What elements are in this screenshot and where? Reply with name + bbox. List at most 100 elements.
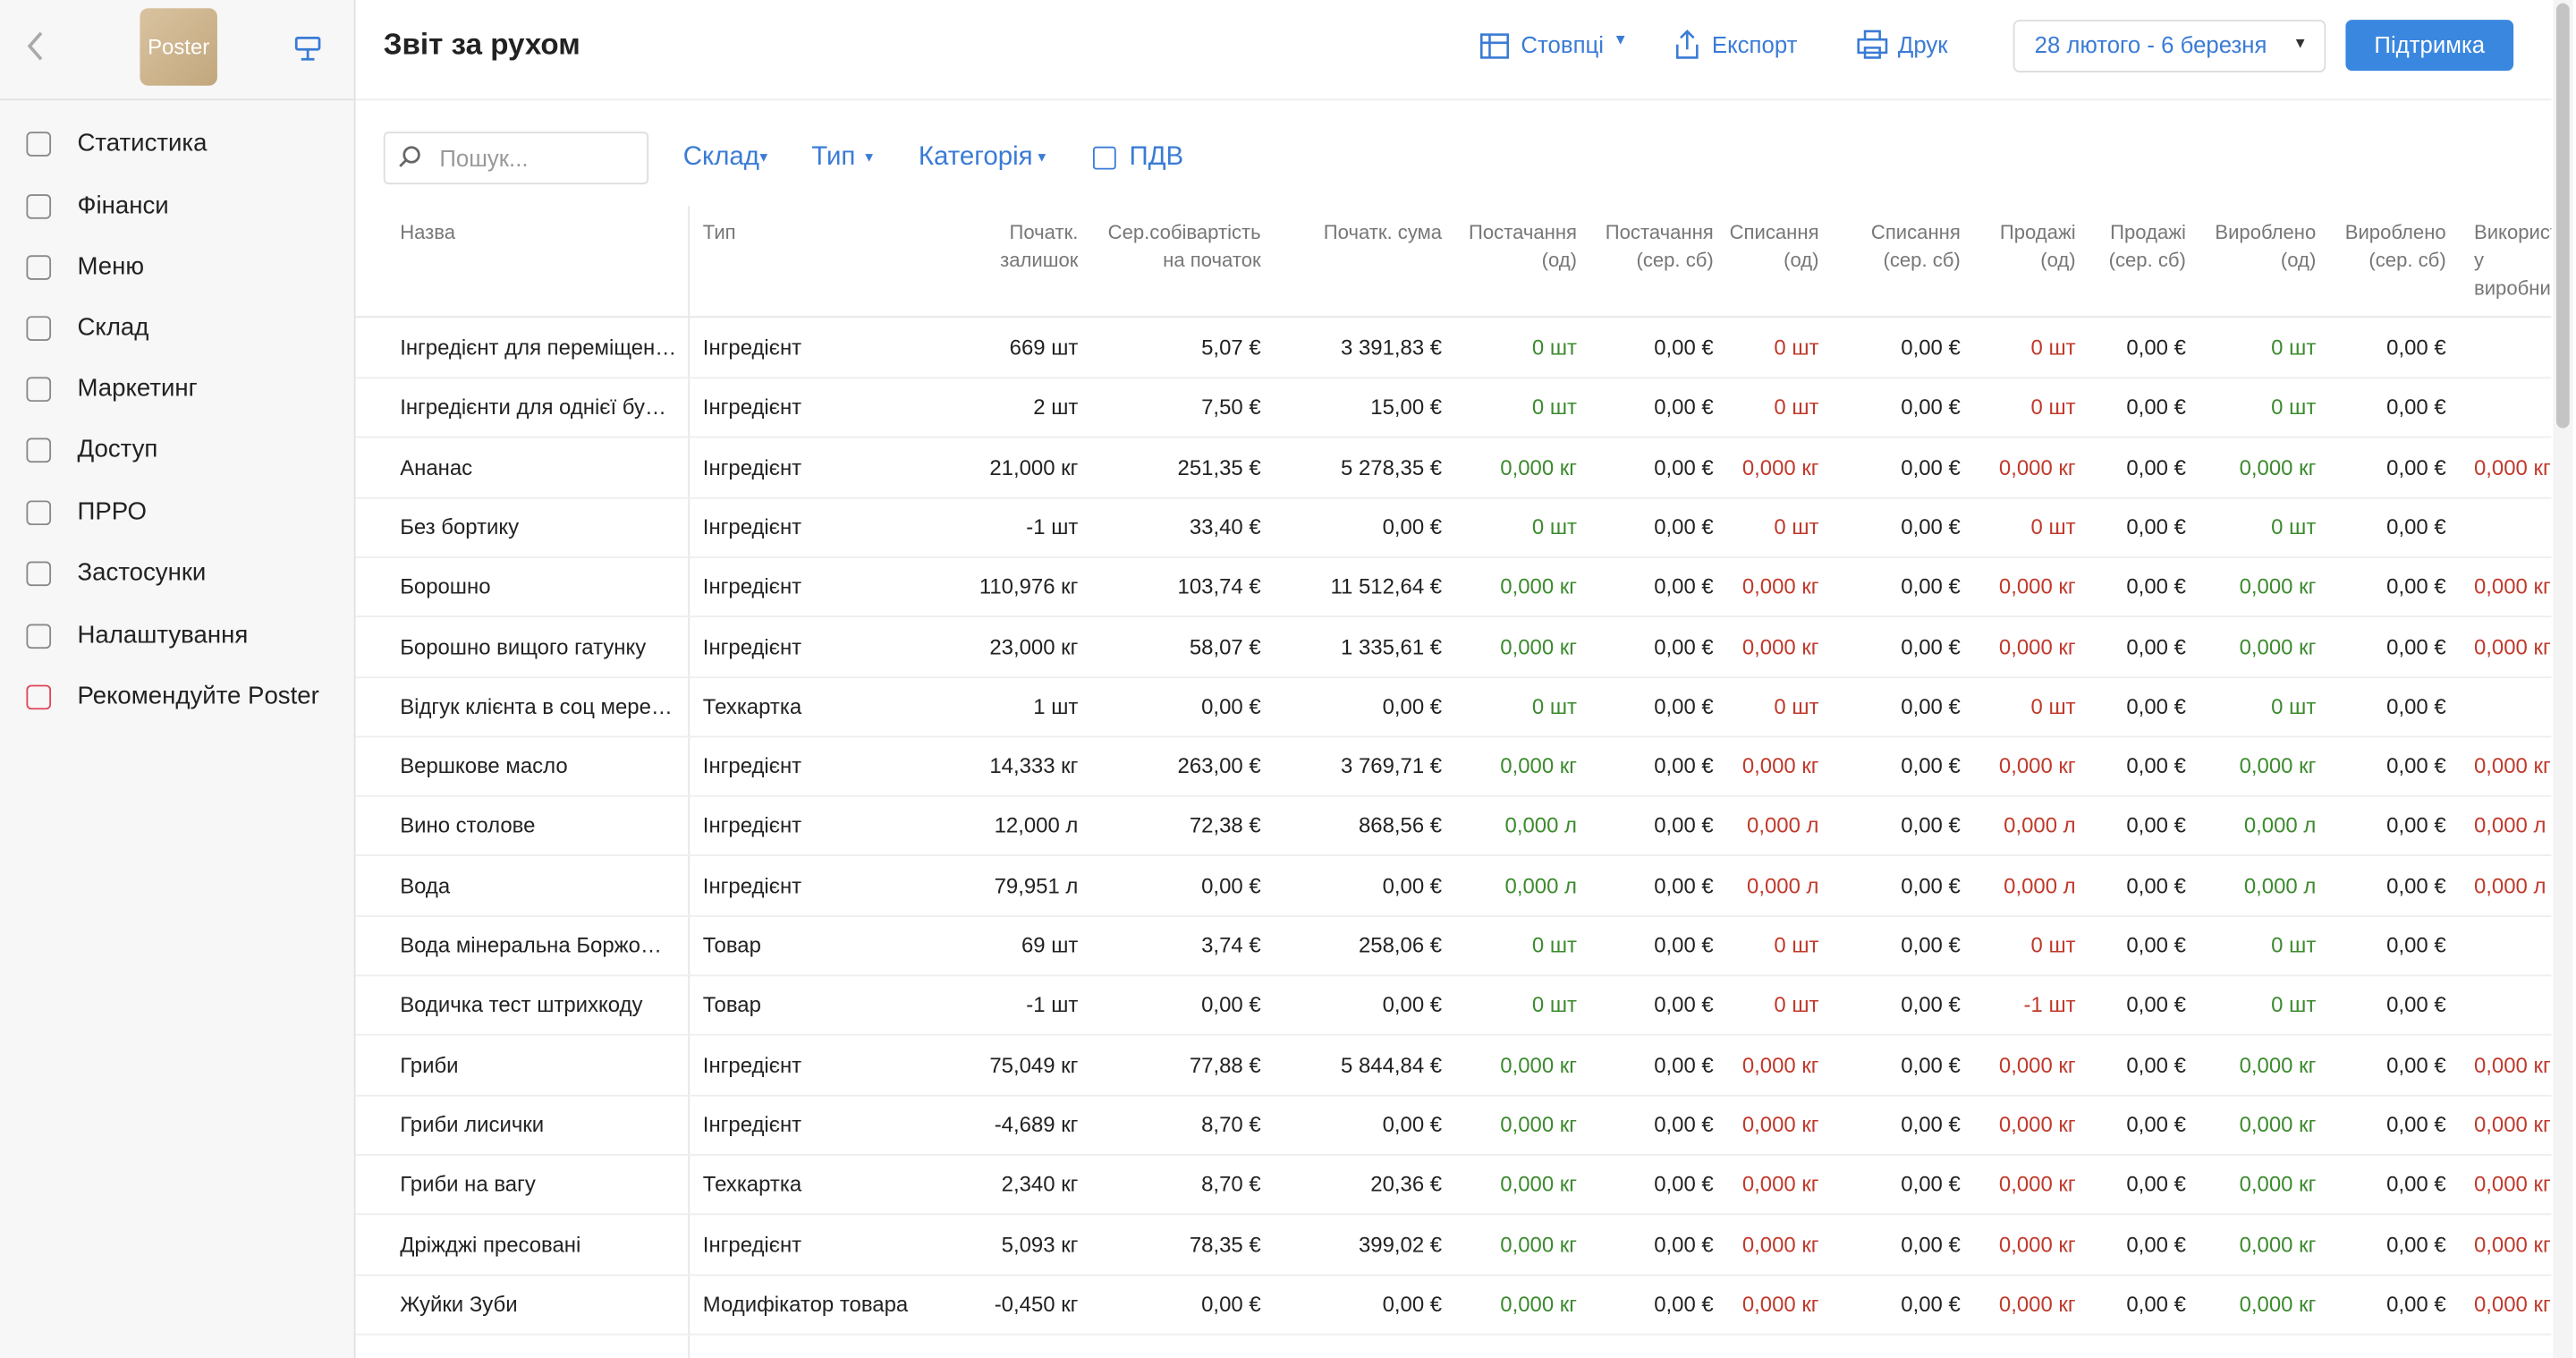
cell: 0,000 кг (2473, 573, 2551, 599)
cell: 0,000 кг (2239, 1111, 2317, 1137)
cell: 0,000 кг (1741, 573, 1819, 599)
column-header[interactable]: Використано у виробництві (2473, 220, 2551, 300)
cell: 2 шт (1033, 395, 1079, 420)
nav-item[interactable]: Застосунки (77, 558, 207, 588)
column-header[interactable]: Сер.собівартість на початок (1107, 220, 1261, 272)
support-button[interactable]: Підтримка (2345, 20, 2514, 72)
cell: 110,976 кг (979, 573, 1079, 599)
table: Назва Тип Початк. залишок Сер.собівартість … (355, 206, 2552, 1358)
nav-item[interactable]: Статистика (77, 129, 208, 157)
cell: 0,000 кг (2473, 1171, 2551, 1197)
vat-label[interactable]: ПДВ (1129, 143, 1184, 172)
nav-icon (26, 255, 52, 280)
cell: 0,00 € (1901, 693, 1961, 718)
cell: 75,049 кг (989, 1052, 1079, 1077)
scroll-thumb[interactable] (2555, 3, 2570, 429)
date-picker[interactable] (2012, 20, 2326, 72)
logo[interactable]: Poster (140, 8, 217, 86)
divider (688, 206, 691, 1358)
nav-item[interactable]: Маркетинг (77, 374, 198, 403)
cell: 0,00 € (2126, 633, 2186, 659)
cell: 0,00 € (2386, 872, 2446, 898)
cell: 0,000 кг (2239, 573, 2317, 599)
column-header[interactable]: Постачання (од) (1469, 220, 1578, 272)
cell: 72,38 € (1189, 812, 1261, 838)
column-header[interactable]: Постачання (сер. сб) (1605, 220, 1714, 272)
cell: 11 512,64 € (1330, 573, 1443, 599)
cell: 58,07 € (1189, 633, 1261, 659)
nav-item[interactable]: Фінанси (77, 191, 169, 220)
row-divider (355, 1213, 2552, 1216)
row-divider (355, 615, 2552, 618)
nav-item[interactable]: ПРРО (77, 497, 148, 526)
cell: Інгредієнт (702, 812, 802, 838)
column-header[interactable]: Вироблено (од) (2215, 220, 2317, 272)
column-header[interactable]: Списання (сер. сб) (1870, 220, 1961, 272)
cell: 0 шт (2271, 992, 2317, 1017)
cell: Інгредієнт (702, 335, 802, 361)
cell: -1 шт (2023, 992, 2076, 1017)
nav-icon (26, 377, 52, 403)
cell: 0,000 кг (2473, 1231, 2551, 1257)
export-button[interactable]: Експорт (1711, 30, 1798, 58)
category-filter[interactable]: Категорія (918, 143, 1033, 172)
row-divider (355, 735, 2552, 738)
vat-checkbox[interactable] (1092, 146, 1116, 170)
print-button[interactable]: Друк (1897, 30, 1948, 58)
cell: 77,88 € (1189, 1052, 1261, 1077)
cell: 0,000 кг (2473, 1291, 2551, 1316)
cell: 0,000 кг (1741, 633, 1819, 659)
nav-item[interactable]: Склад (77, 313, 149, 342)
cell: 0 шт (2030, 335, 2076, 361)
search-icon (399, 146, 420, 167)
nav-item[interactable]: Налаштування (77, 621, 249, 649)
column-header[interactable]: Продажі (сер. сб) (2108, 220, 2186, 272)
cell: -1 шт (1026, 992, 1079, 1017)
cell: 0,000 кг (1500, 1291, 1578, 1316)
item-name: Водичка тест штрихкоду (400, 992, 643, 1017)
back-icon[interactable] (23, 30, 49, 63)
column-header[interactable]: Продажі (од) (1999, 220, 2076, 272)
cell: 78,35 € (1189, 1231, 1261, 1257)
export-icon (1675, 30, 1699, 59)
cell: 33,40 € (1189, 513, 1261, 539)
search-box[interactable] (383, 132, 649, 185)
cell: 20,36 € (1370, 1171, 1443, 1197)
cell: 0,000 кг (2239, 1052, 2317, 1077)
cell: 0,000 л (2243, 872, 2317, 898)
cell: 0,00 € (1654, 513, 1714, 539)
type-filter[interactable]: Тип (811, 143, 856, 172)
cell: 0,000 кг (2239, 1291, 2317, 1316)
cell: 0 шт (1531, 513, 1578, 539)
cell: 0,00 € (1654, 454, 1714, 480)
row-divider (355, 1094, 2552, 1096)
cell: 0,000 кг (1500, 454, 1578, 480)
cell: 251,35 € (1177, 454, 1261, 480)
cell: 2,340 кг (1001, 1171, 1079, 1197)
cell: 5,093 кг (1001, 1231, 1079, 1257)
column-header[interactable]: Тип (702, 220, 736, 244)
cell: 0,00 € (2126, 513, 2186, 539)
warehouse-filter[interactable]: Склад (682, 143, 759, 172)
pos-icon[interactable] (293, 33, 323, 63)
column-header[interactable]: Списання (од) (1729, 220, 1819, 272)
column-header[interactable]: Вироблено (сер. сб) (2344, 220, 2446, 272)
cell: 0,00 € (1901, 1052, 1961, 1077)
cell: 0,00 € (2386, 693, 2446, 718)
cell: 0,00 € (1901, 335, 1961, 361)
column-header[interactable]: Початк. сума (1323, 220, 1443, 244)
nav-item[interactable]: Рекомендуйте Poster (77, 682, 319, 711)
cell: 868,56 € (1358, 812, 1443, 838)
cell: 0,00 € (2126, 872, 2186, 898)
columns-button[interactable]: Стовпці (1521, 30, 1605, 58)
caret: ▼ (2292, 34, 2308, 52)
nav-item[interactable]: Меню (77, 252, 145, 281)
nav-item[interactable]: Доступ (77, 435, 158, 464)
nav-icon (26, 437, 52, 463)
cell: 0,00 € (1654, 812, 1714, 838)
cell: 0,000 кг (1998, 1111, 2076, 1137)
cell: 0,000 л (1504, 812, 1578, 838)
column-header[interactable]: Назва (400, 220, 456, 244)
column-header[interactable]: Початк. залишок (1000, 220, 1079, 272)
cell: 0,000 кг (1741, 1171, 1819, 1197)
